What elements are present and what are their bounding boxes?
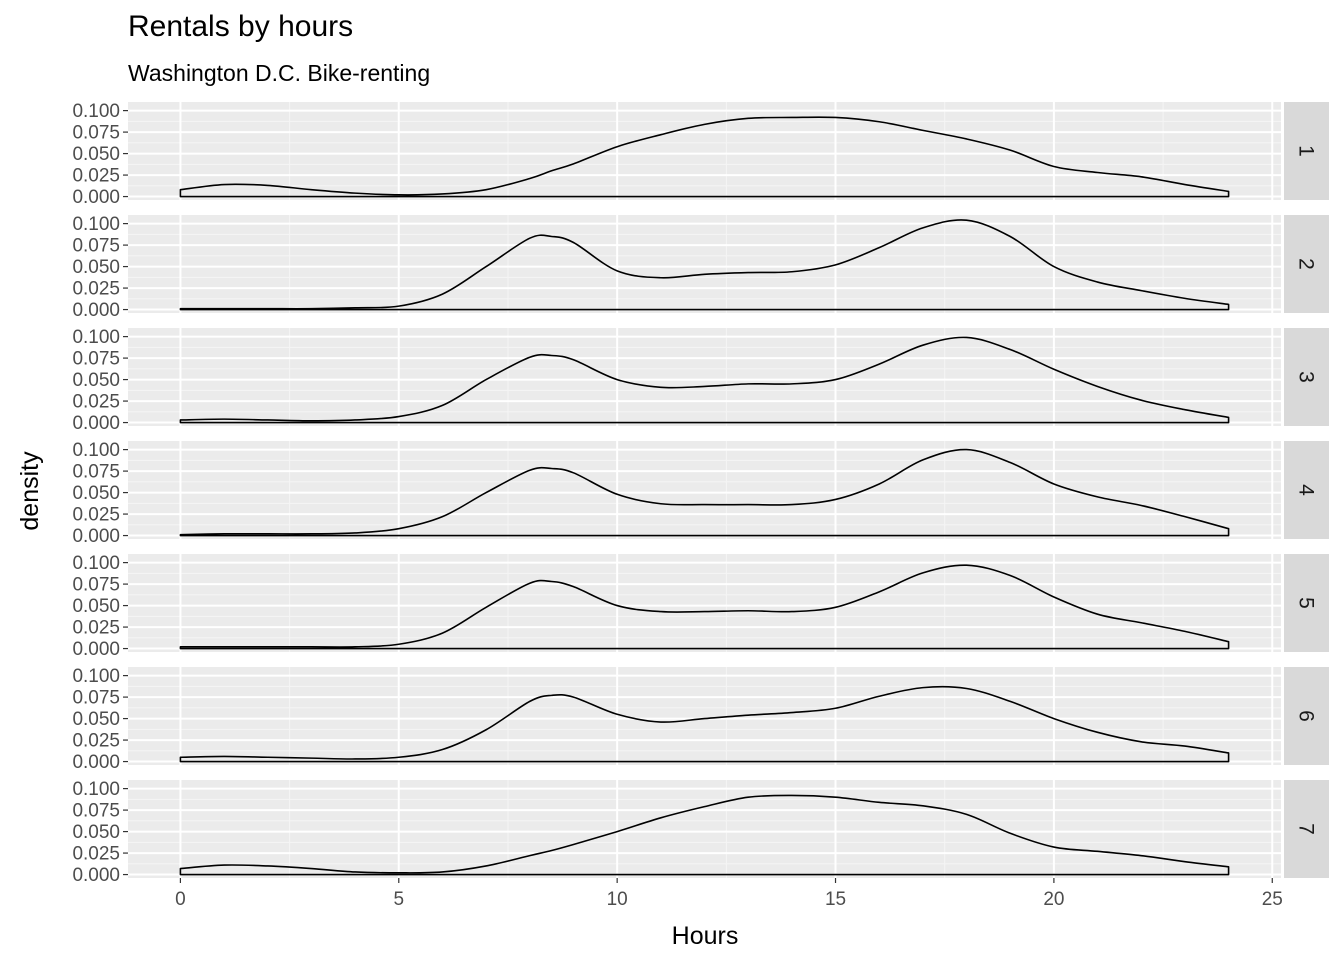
y-tick-label: 0.025: [72, 279, 120, 300]
y-tick-label: 0.075: [72, 575, 120, 596]
y-tick-label: 0.000: [72, 300, 120, 321]
y-tick-label: 0.025: [72, 731, 120, 752]
y-axis-title: density: [16, 451, 44, 531]
panel-background: [128, 554, 1281, 652]
y-tick-label: 0.075: [72, 688, 120, 709]
y-tick-label: 0.000: [72, 752, 120, 773]
facet-strip: [1284, 554, 1329, 652]
y-tick-label: 0.025: [72, 166, 120, 187]
chart-title: Rentals by hours: [128, 10, 354, 43]
chart-subtitle: Washington D.C. Bike-renting: [128, 60, 431, 86]
facet-strip: [1284, 780, 1329, 878]
facet-strip: [1284, 328, 1329, 426]
facet-strip-label: 6: [1295, 710, 1318, 722]
y-tick-label: 0.100: [72, 214, 120, 235]
facet-strip-label: 2: [1295, 258, 1318, 270]
x-tick-label: 15: [825, 889, 846, 910]
facet-strip: [1284, 441, 1329, 539]
density-curve-7: [179, 794, 1230, 876]
y-tick-label: 0.050: [72, 483, 120, 504]
y-tick-label: 0.050: [72, 144, 120, 165]
y-tick-label: 0.075: [72, 801, 120, 822]
y-tick-label: 0.075: [72, 123, 120, 144]
density-curve-5: [179, 564, 1230, 650]
facet-strip-label: 3: [1295, 371, 1318, 383]
density-curve-1: [179, 116, 1230, 198]
y-tick-label: 0.025: [72, 844, 120, 865]
panel-background: [128, 441, 1281, 539]
x-tick-label: 0: [175, 889, 186, 910]
y-tick-label: 0.000: [72, 413, 120, 434]
density-curve-2: [179, 219, 1230, 311]
y-tick-label: 0.100: [72, 779, 120, 800]
y-tick-label: 0.100: [72, 666, 120, 687]
y-tick-label: 0.050: [72, 709, 120, 730]
x-tick-label: 20: [1043, 889, 1064, 910]
y-tick-label: 0.050: [72, 257, 120, 278]
y-tick-label: 0.025: [72, 618, 120, 639]
facet-strip: [1284, 102, 1329, 200]
facet-strip: [1284, 667, 1329, 765]
y-tick-label: 0.050: [72, 822, 120, 843]
x-axis: 0 5 10 15 20 25: [175, 878, 1283, 910]
density-curve-3: [179, 336, 1230, 424]
facet-strip: [1284, 215, 1329, 313]
y-tick-label: 0.025: [72, 392, 120, 413]
y-tick-label: 0.000: [72, 639, 120, 660]
y-tick-label: 0.100: [72, 327, 120, 348]
y-tick-label: 0.000: [72, 187, 120, 208]
panel-background: [128, 667, 1281, 765]
density-curve-6: [179, 685, 1230, 763]
y-tick-label: 0.075: [72, 236, 120, 257]
y-tick-label: 0.075: [72, 349, 120, 370]
facet-strip-label: 5: [1295, 597, 1318, 609]
y-tick-label: 0.000: [72, 526, 120, 547]
y-tick-label: 0.000: [72, 865, 120, 886]
density-curve-4: [179, 448, 1230, 537]
y-tick-label: 0.050: [72, 370, 120, 391]
panel-background: [128, 215, 1281, 313]
x-tick-label: 25: [1262, 889, 1283, 910]
panel-background: [128, 102, 1281, 200]
x-axis-title: Hours: [672, 922, 739, 950]
facet-strip-label: 7: [1295, 823, 1318, 835]
x-tick-label: 10: [607, 889, 628, 910]
facet-strip-label: 4: [1295, 484, 1318, 496]
panel-background: [128, 780, 1281, 878]
y-tick-label: 0.075: [72, 462, 120, 483]
y-tick-label: 0.025: [72, 505, 120, 526]
facet-strip-label: 1: [1295, 145, 1318, 157]
panel-background: [128, 328, 1281, 426]
facet-panels: 0.0000.0250.0500.0750.10010.0000.0250.05…: [72, 101, 1329, 886]
y-tick-label: 0.100: [72, 553, 120, 574]
y-tick-label: 0.050: [72, 596, 120, 617]
x-tick-label: 5: [393, 889, 404, 910]
y-tick-label: 0.100: [72, 101, 120, 122]
y-tick-label: 0.100: [72, 440, 120, 461]
